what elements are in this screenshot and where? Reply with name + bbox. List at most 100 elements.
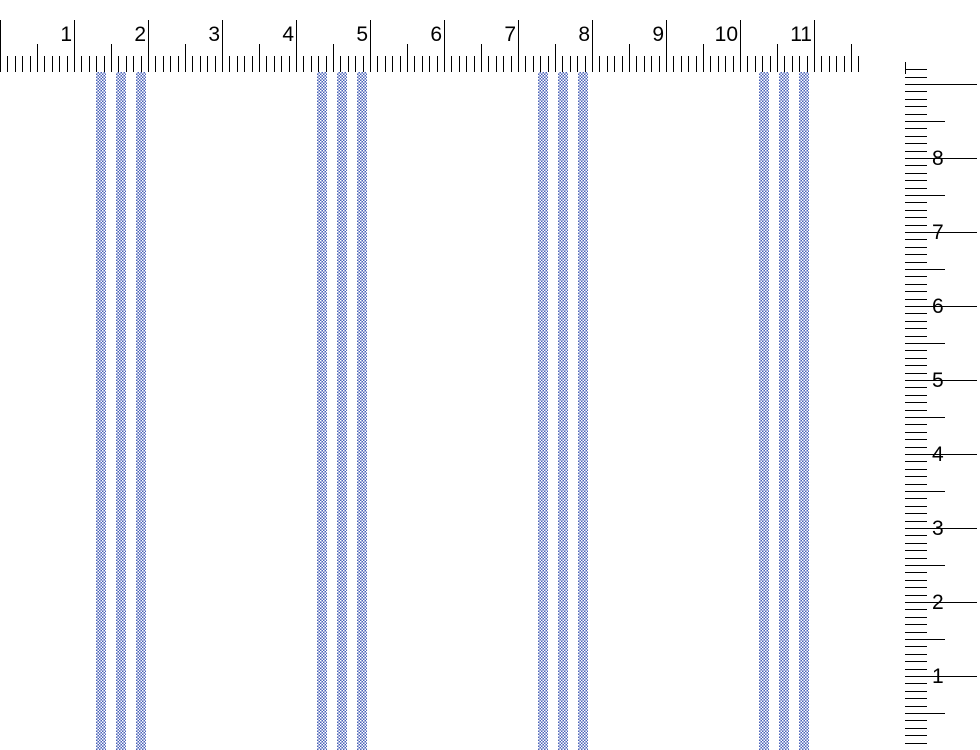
h-tick-minor — [644, 56, 645, 72]
v-tick-minor — [905, 550, 927, 551]
h-tick-minor — [437, 56, 438, 72]
h-tick-minor — [81, 56, 82, 72]
h-tick-minor — [770, 56, 771, 72]
h-tick-half — [111, 44, 112, 72]
h-tick-minor — [126, 56, 127, 72]
h-tick-minor — [59, 56, 60, 72]
v-tick-major — [905, 84, 977, 85]
v-tick-minor — [905, 143, 927, 144]
v-tick-minor — [905, 587, 927, 588]
v-tick-minor — [905, 328, 927, 329]
h-ruler-label-5: 5 — [356, 23, 368, 46]
v-tick-minor — [905, 106, 927, 107]
h-tick-major — [296, 20, 297, 72]
h-tick-minor — [681, 56, 682, 72]
h-tick-minor — [429, 56, 430, 72]
h-tick-minor — [30, 56, 31, 72]
v-tick-minor — [905, 276, 927, 277]
v-tick-minor — [905, 225, 927, 226]
v-tick-minor — [905, 632, 927, 633]
h-tick-minor — [525, 56, 526, 72]
v-tick-minor — [905, 558, 927, 559]
horizontal-ruler: 1 2 3 4 5 6 7 8 9 10 11 — [0, 0, 980, 72]
v-tick-major — [905, 454, 977, 455]
v-tick-minor — [905, 284, 927, 285]
h-tick-minor — [548, 56, 549, 72]
v-tick-minor — [905, 661, 927, 662]
h-tick-major — [592, 20, 593, 72]
v-tick-minor — [905, 617, 927, 618]
h-tick-half — [629, 44, 630, 72]
h-tick-major — [444, 20, 445, 72]
stripe-g1-2 — [116, 72, 126, 750]
h-tick-minor — [289, 56, 290, 72]
v-tick-major — [905, 306, 977, 307]
h-ruler-label-2: 2 — [134, 23, 146, 46]
h-tick-minor — [636, 56, 637, 72]
h-tick-minor — [200, 56, 201, 72]
v-tick-minor — [905, 735, 927, 736]
h-tick-minor — [673, 56, 674, 72]
v-tick-minor — [905, 69, 927, 70]
h-tick-minor — [52, 56, 53, 72]
ruler-corner-tick — [905, 62, 906, 74]
h-ruler-label-6: 6 — [430, 23, 442, 46]
h-tick-half — [777, 44, 778, 72]
v-tick-minor — [905, 654, 927, 655]
h-tick-minor — [799, 56, 800, 72]
h-tick-major — [666, 20, 667, 72]
v-tick-minor — [905, 572, 927, 573]
v-tick-half — [905, 343, 945, 344]
h-tick-minor — [392, 56, 393, 72]
h-tick-half — [259, 44, 260, 72]
v-tick-minor — [905, 728, 927, 729]
h-tick-minor — [340, 56, 341, 72]
v-tick-minor — [905, 358, 927, 359]
v-tick-minor — [905, 743, 927, 744]
v-tick-minor — [905, 476, 927, 477]
v-tick-minor — [905, 336, 927, 337]
v-tick-minor — [905, 595, 927, 596]
h-tick-minor — [807, 56, 808, 72]
h-tick-half — [185, 44, 186, 72]
v-tick-minor — [905, 535, 927, 536]
h-ruler-label-11: 11 — [790, 23, 812, 46]
h-ruler-label-3: 3 — [208, 23, 220, 46]
h-tick-minor — [844, 56, 845, 72]
h-tick-minor — [747, 56, 748, 72]
v-tick-half — [905, 195, 945, 196]
v-tick-minor — [905, 262, 927, 263]
h-tick-major — [222, 20, 223, 72]
v-tick-minor — [905, 410, 927, 411]
h-tick-minor — [22, 56, 23, 72]
h-tick-minor — [215, 56, 216, 72]
v-tick-minor — [905, 669, 927, 670]
h-tick-minor — [836, 56, 837, 72]
h-tick-minor — [133, 56, 134, 72]
v-tick-half — [905, 565, 945, 566]
h-tick-major — [148, 20, 149, 72]
v-tick-minor — [905, 461, 927, 462]
h-tick-minor — [607, 56, 608, 72]
v-tick-minor — [905, 91, 927, 92]
h-tick-half — [333, 44, 334, 72]
v-tick-minor — [905, 624, 927, 625]
v-tick-half — [905, 491, 945, 492]
h-tick-minor — [496, 56, 497, 72]
h-tick-minor — [178, 56, 179, 72]
h-tick-minor — [244, 56, 245, 72]
v-tick-minor — [905, 173, 927, 174]
h-tick-minor — [141, 56, 142, 72]
h-tick-minor — [733, 56, 734, 72]
h-tick-minor — [229, 56, 230, 72]
v-tick-minor — [905, 373, 927, 374]
h-tick-half — [407, 44, 408, 72]
v-tick-minor — [905, 484, 927, 485]
v-tick-major — [905, 676, 977, 677]
v-tick-minor — [905, 720, 927, 721]
v-tick-major — [905, 380, 977, 381]
h-tick-minor — [348, 56, 349, 72]
h-tick-minor — [318, 56, 319, 72]
stripe-g1-1 — [96, 72, 106, 750]
